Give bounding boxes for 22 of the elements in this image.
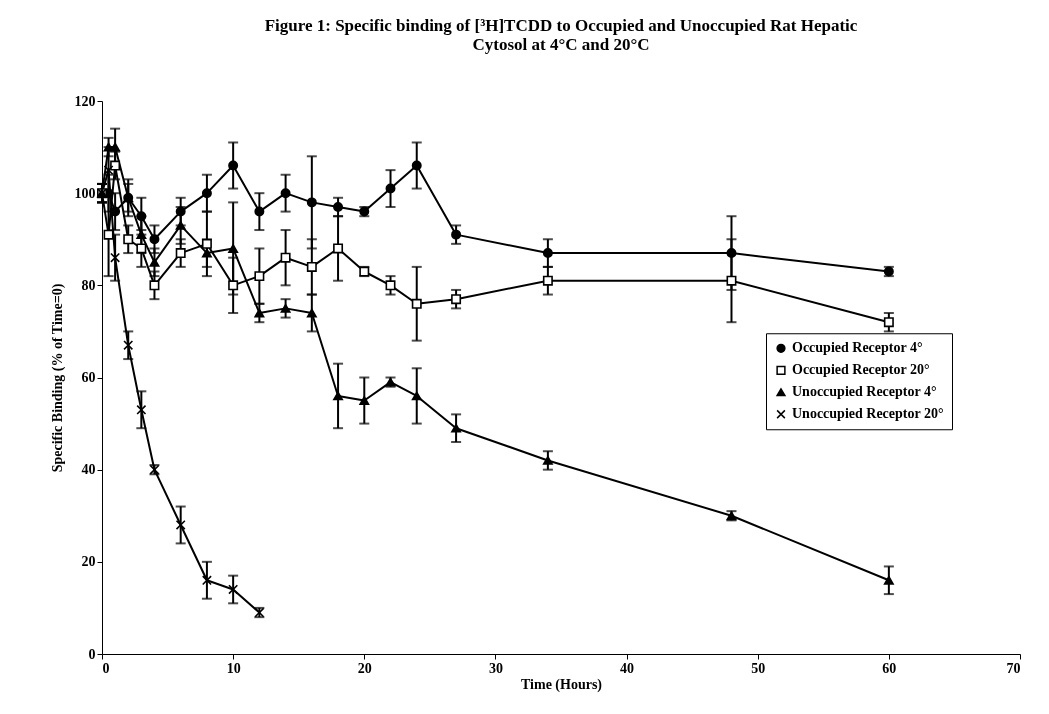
x-axis-title: Time (Hours) bbox=[520, 676, 603, 693]
x-tick-label: 50 bbox=[751, 660, 766, 676]
x-tick-label: 60 bbox=[882, 660, 897, 676]
x-tick-label: 0 bbox=[102, 660, 110, 676]
x-tick-label: 10 bbox=[226, 660, 241, 676]
y-tick-label: 20 bbox=[81, 554, 96, 570]
legend-label: Occupied Receptor 20° bbox=[792, 362, 930, 378]
x-tick-label: 30 bbox=[488, 660, 503, 676]
legend-label: Unoccupied Receptor 4° bbox=[792, 384, 937, 400]
y-tick-label: 120 bbox=[74, 93, 96, 109]
y-tick-label: 60 bbox=[81, 370, 96, 385]
chart-title: Figure 1: Specific binding of [³H]TCDD to Occupied and Unoccupied Rat Hepatic Cytosol at 4°C and 20°C bbox=[264, 16, 858, 54]
x-tick-label: 70 bbox=[1006, 660, 1021, 676]
y-tick-label: 0 bbox=[88, 646, 96, 662]
legend-label: Occupied Receptor 4° bbox=[792, 340, 923, 356]
x-tick-label: 40 bbox=[620, 660, 635, 676]
legend-label: Unoccupied Receptor 20° bbox=[792, 406, 944, 422]
y-axis-title: Specific Binding (% of Time=0) bbox=[49, 283, 66, 473]
y-tick-label: 80 bbox=[81, 277, 96, 293]
y-tick-label: 100 bbox=[74, 185, 96, 201]
x-tick-label: 20 bbox=[357, 660, 372, 676]
y-tick-label: 40 bbox=[81, 462, 96, 478]
